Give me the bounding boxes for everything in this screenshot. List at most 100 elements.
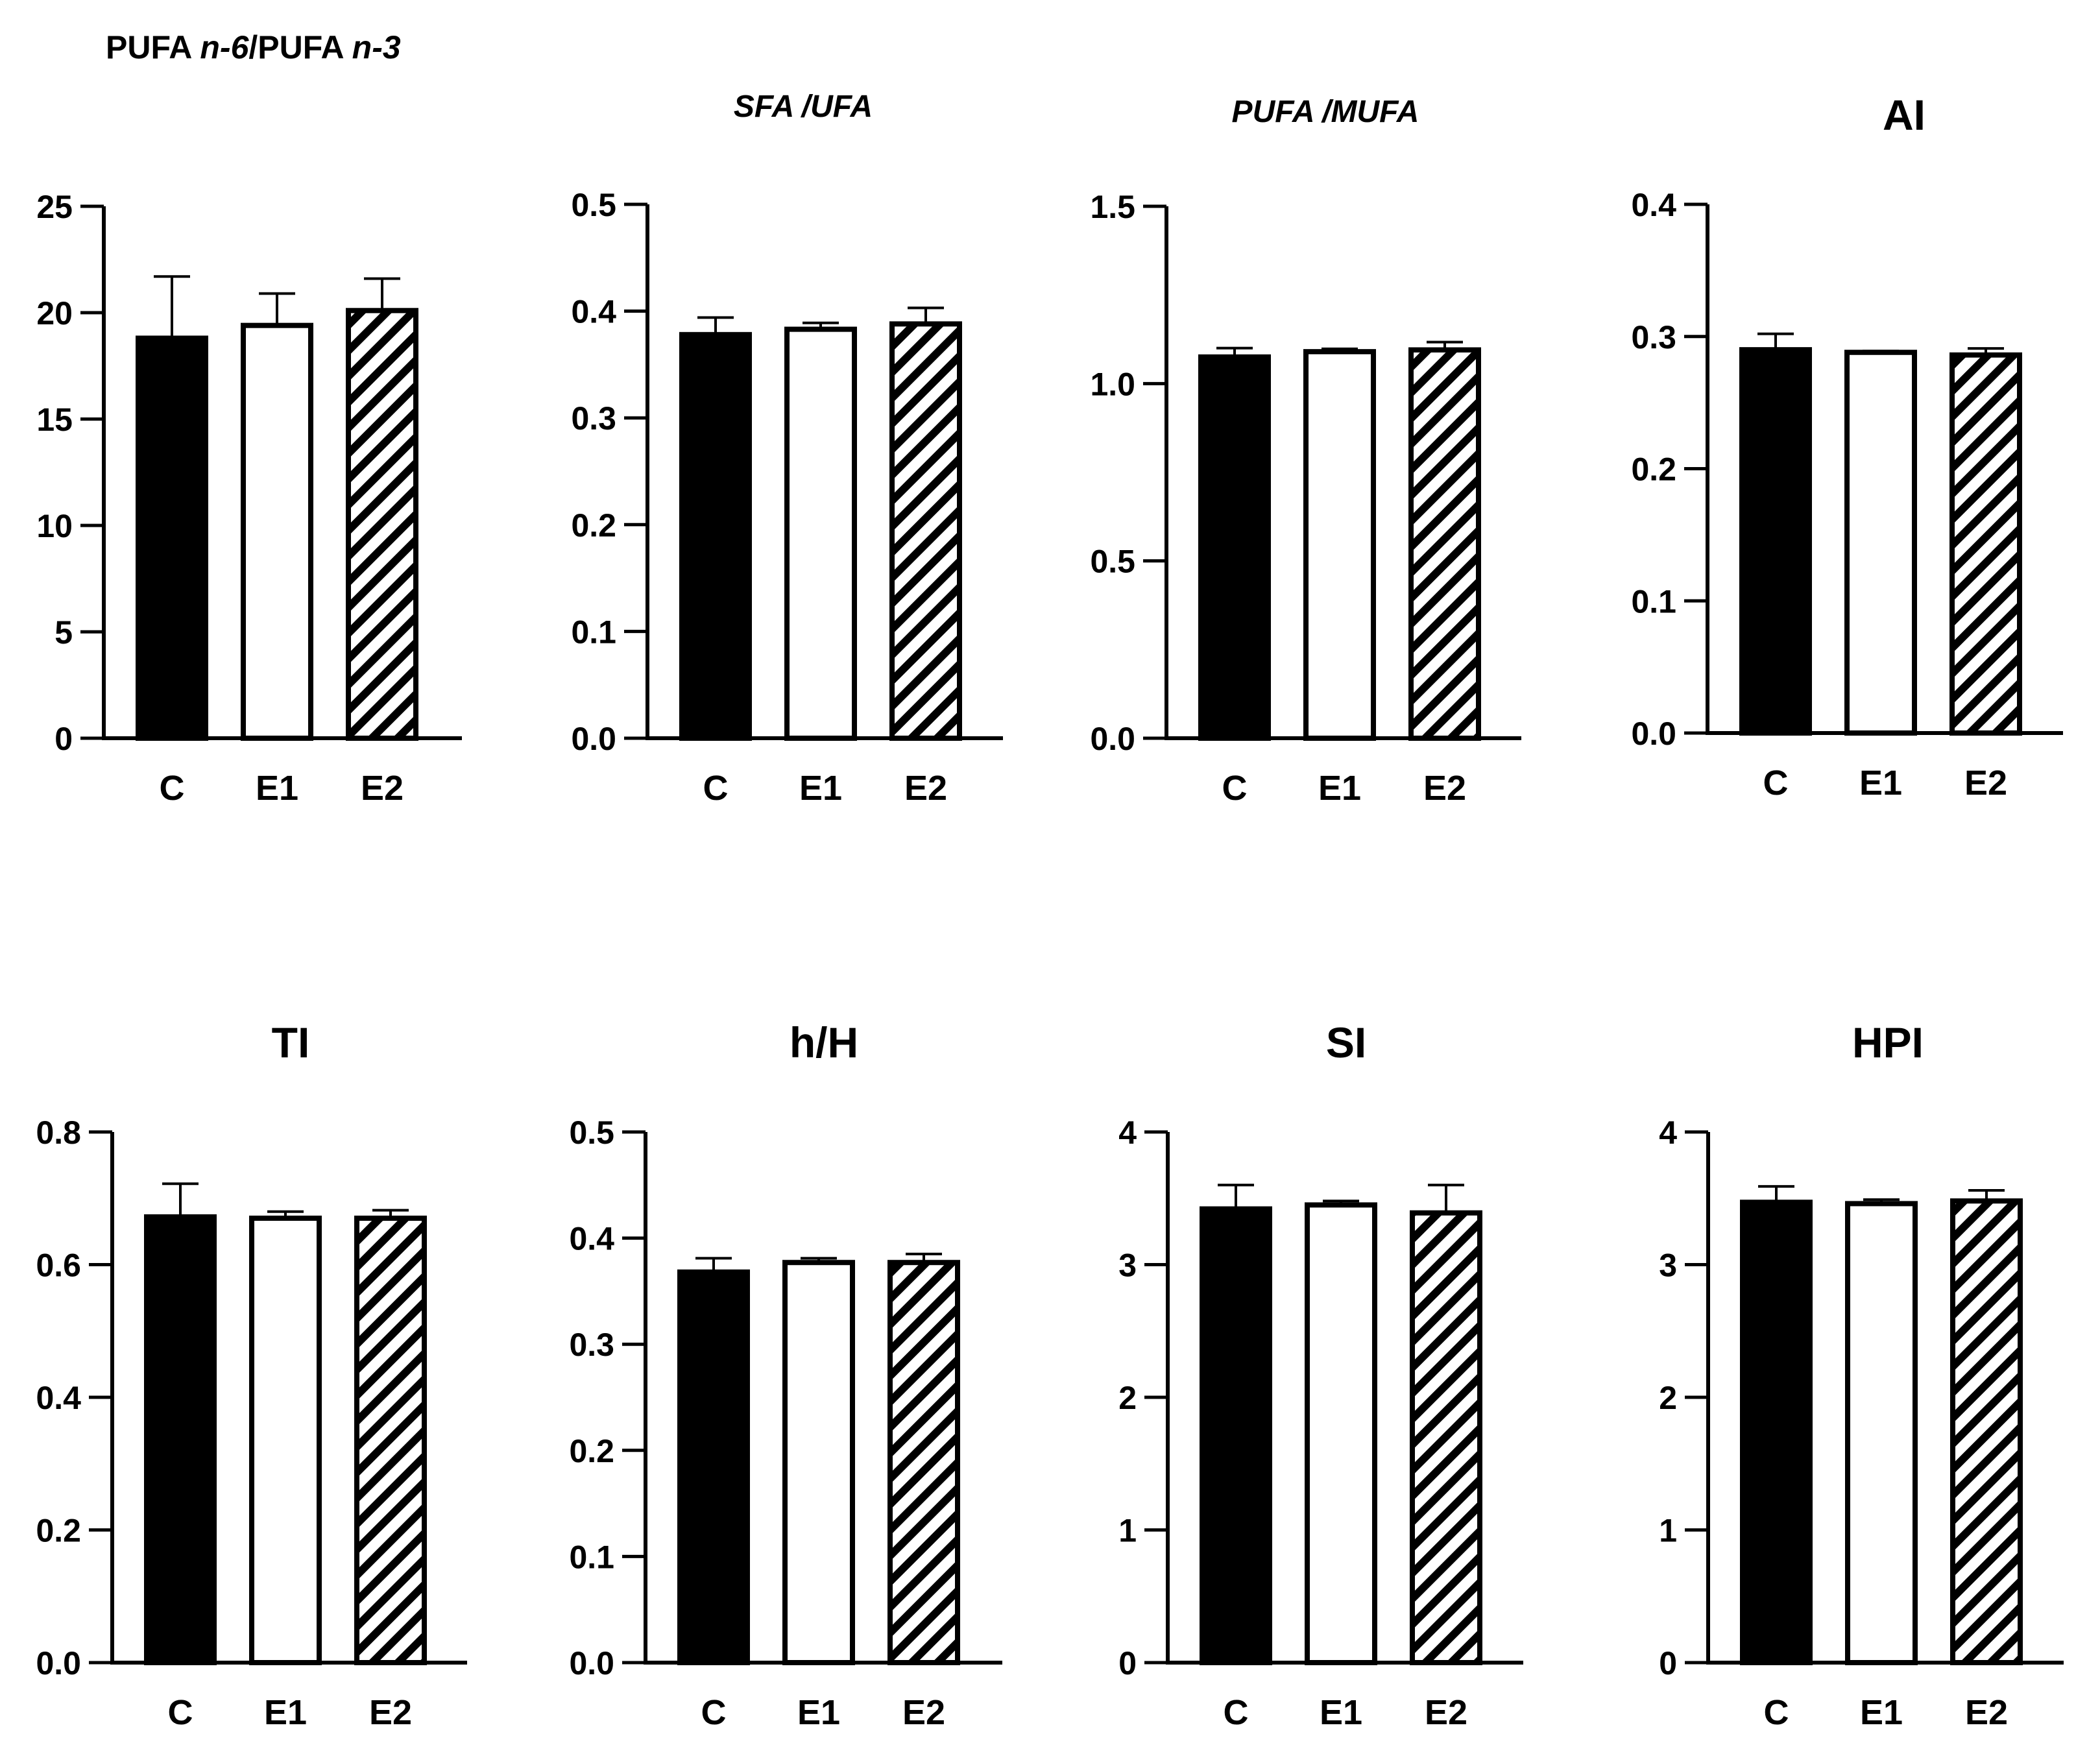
x-category-label: E2 xyxy=(1964,764,2007,802)
chart-title-part: n-6 xyxy=(200,29,249,66)
x-category-label: E1 xyxy=(264,1693,307,1732)
chart-panel-pufa-mufa: PUFA /MUFA 0.0 0.5 1.0 1.5 C E1 E2 xyxy=(1090,95,1521,808)
chart-title-part: n-3 xyxy=(352,29,401,66)
chart-title: PUFA /MUFA xyxy=(1232,95,1419,129)
bar-c xyxy=(1198,354,1271,741)
x-category-label: E1 xyxy=(797,1693,840,1732)
bar-c xyxy=(679,331,752,741)
chart-panel-sfa-ufa: SFA /UFA 0.0 0.1 0.2 0.3 0.4 0.5 C E1 E2 xyxy=(571,90,1003,808)
chart-title-part: h/H xyxy=(790,1018,858,1066)
chart-title: PUFA n-6/PUFA n-3 xyxy=(106,29,401,66)
y-tick-label: 2 xyxy=(1659,1380,1677,1416)
x-category-label: E2 xyxy=(1965,1693,2008,1732)
bar-e1 xyxy=(241,322,313,741)
y-tick-label: 0 xyxy=(54,721,73,757)
x-category-label: C xyxy=(160,769,185,808)
y-tick-label: 0.5 xyxy=(571,187,616,223)
y-tick-label: 0.6 xyxy=(36,1247,81,1284)
y-tick-label: 0.0 xyxy=(1631,716,1676,752)
bar-e2 xyxy=(1949,352,2022,736)
chart-panel-hH: h/H 0.0 0.1 0.2 0.3 0.4 0.5 C E1 E2 xyxy=(569,1018,1002,1732)
chart-panel-si: SI 0 1 2 3 4 C E1 E2 xyxy=(1118,1018,1523,1732)
x-category-label: C xyxy=(1763,764,1789,802)
y-tick-label: 0.1 xyxy=(1631,583,1676,620)
y-tick-label: 1.5 xyxy=(1090,189,1135,225)
chart-title-part: AI xyxy=(1883,91,1925,139)
bar-e1 xyxy=(782,1260,855,1665)
y-tick-label: 0.3 xyxy=(1631,319,1676,355)
y-tick-label: 0.4 xyxy=(1631,187,1676,223)
y-tick-label: 0.2 xyxy=(1631,451,1676,488)
chart-title: SFA /UFA xyxy=(734,90,873,124)
chart-title: h/H xyxy=(790,1018,858,1066)
chart-title-part: SI xyxy=(1326,1018,1366,1066)
y-tick-label: 10 xyxy=(36,508,73,544)
y-tick-label: 0.2 xyxy=(569,1433,614,1469)
chart-title: SI xyxy=(1326,1018,1366,1066)
chart-title-part: PUFA /MUFA xyxy=(1232,95,1419,129)
bar-e1 xyxy=(1845,1201,1918,1666)
x-category-label: E1 xyxy=(1318,769,1361,808)
bar-e2 xyxy=(354,1215,427,1666)
y-tick-label: 20 xyxy=(36,295,73,331)
y-tick-label: 0.5 xyxy=(1090,544,1135,580)
y-tick-label: 0.4 xyxy=(569,1221,614,1257)
x-category-label: C xyxy=(1222,769,1248,808)
bar-e1 xyxy=(784,326,857,741)
chart-title-part: PUFA xyxy=(106,29,200,66)
bar-c xyxy=(1740,1199,1813,1665)
bar-c xyxy=(136,335,208,741)
y-tick-label: 2 xyxy=(1118,1380,1137,1416)
chart-panel-ti: TI 0.0 0.2 0.4 0.6 0.8 C E1 E2 xyxy=(36,1018,467,1732)
chart-title-part: SFA /UFA xyxy=(734,90,873,124)
y-tick-label: 0.0 xyxy=(569,1645,614,1681)
bar-e2 xyxy=(1950,1198,2023,1665)
x-category-label: E1 xyxy=(1859,764,1902,802)
y-tick-label: 0.8 xyxy=(36,1114,81,1151)
bar-e2 xyxy=(1408,347,1481,741)
x-category-label: C xyxy=(701,1693,727,1732)
bar-e1 xyxy=(249,1215,322,1666)
y-tick-label: 1.0 xyxy=(1090,366,1135,402)
y-tick-label: 3 xyxy=(1659,1247,1677,1284)
bar-e1 xyxy=(1844,350,1917,736)
chart-title-part: /PUFA xyxy=(248,29,352,66)
y-tick-label: 0.0 xyxy=(36,1645,81,1681)
x-category-label: E1 xyxy=(799,769,842,808)
y-tick-label: 0.3 xyxy=(569,1327,614,1363)
x-category-label: E1 xyxy=(256,769,298,808)
y-tick-label: 0.1 xyxy=(571,614,616,650)
bar-e1 xyxy=(1305,1202,1377,1665)
y-tick-label: 25 xyxy=(36,189,73,225)
y-tick-label: 0.0 xyxy=(1090,721,1135,757)
y-tick-label: 4 xyxy=(1118,1114,1137,1151)
chart-panel-pufa-n6-n3: PUFA n-6/PUFA n-3 0 5 10 15 20 25 C E1 E2 xyxy=(36,29,462,808)
chart-title: AI xyxy=(1883,91,1925,139)
y-tick-label: 0 xyxy=(1659,1645,1677,1681)
chart-title: TI xyxy=(272,1018,310,1066)
bar-e2 xyxy=(889,321,962,741)
x-category-label: E2 xyxy=(1423,769,1466,808)
x-category-label: E2 xyxy=(904,769,947,808)
bar-c xyxy=(1200,1206,1272,1665)
bar-e1 xyxy=(1303,349,1376,741)
y-tick-label: 0.2 xyxy=(571,507,616,544)
bar-e2 xyxy=(887,1260,960,1665)
x-category-label: E1 xyxy=(1860,1693,1903,1732)
x-category-label: C xyxy=(168,1693,193,1732)
y-tick-label: 0.0 xyxy=(571,721,616,757)
chart-title-part: TI xyxy=(272,1018,310,1066)
chart-title: HPI xyxy=(1852,1018,1924,1066)
y-tick-label: 3 xyxy=(1118,1247,1137,1284)
y-tick-label: 5 xyxy=(54,614,73,651)
x-category-label: E2 xyxy=(361,769,404,808)
chart-panel-hpi: HPI 0 1 2 3 4 C E1 E2 xyxy=(1659,1018,2064,1732)
y-tick-label: 15 xyxy=(36,402,73,438)
x-category-label: C xyxy=(1224,1693,1249,1732)
x-category-label: E2 xyxy=(369,1693,412,1732)
y-tick-label: 4 xyxy=(1659,1114,1677,1151)
y-tick-label: 1 xyxy=(1118,1513,1137,1549)
y-tick-label: 0.2 xyxy=(36,1513,81,1549)
y-tick-label: 1 xyxy=(1659,1513,1677,1549)
chart-panel-ai: AI 0.0 0.1 0.2 0.3 0.4 C E1 E2 xyxy=(1631,91,2063,802)
